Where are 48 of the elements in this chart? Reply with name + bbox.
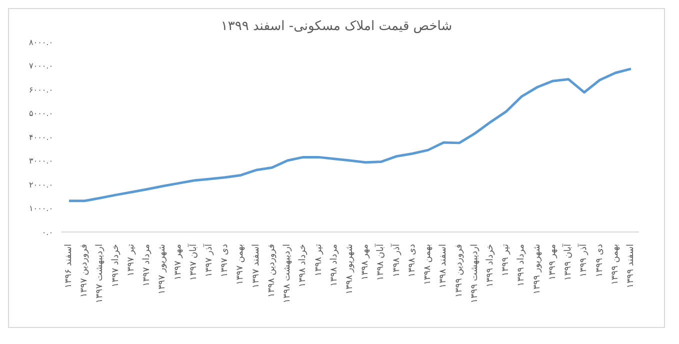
x-tick-label: فروردین ۱۳۹۹ [454,244,464,298]
x-tick-label: تیر ۱۳۹۸ [314,244,324,276]
x-tick-label: مهر ۱۳۹۸ [360,244,371,280]
x-tick-label: مرداد ۱۳۹۸ [329,244,340,287]
x-tick-label: مرداد ۱۳۹۹ [516,244,527,287]
x-tick-label: آذر ۱۳۹۸ [390,244,402,278]
x-tick-label: تیر ۱۳۹۷ [126,244,136,276]
y-tick-label: ۵۰۰۰.۰ [28,109,53,118]
chart-title: شاخص قیمت املاک مسکونی- اسفند ۱۳۹۹ [220,19,454,34]
x-tick-label: فروردین ۱۳۹۸ [266,244,277,298]
x-tick-label: تیر ۱۳۹۹ [501,244,512,276]
x-tick-label: آبان ۱۳۹۸ [374,244,386,281]
y-tick-label: ۰.۰ [42,228,53,237]
x-tick-label: شهریور ۱۳۹۷ [158,244,168,294]
x-tick-label: خرداد ۱۳۹۷ [110,244,121,288]
x-tick-label: اسفند ۱۳۹۶ [64,244,74,288]
x-tick-label: اردیبهشت ۱۳۹۹ [470,244,480,304]
x-tick-label: آبان ۱۳۹۷ [186,244,199,281]
x-tick-label: مرداد ۱۳۹۷ [142,244,152,287]
x-tick-label: بهمن ۱۳۹۸ [423,244,434,285]
x-tick-label: دی ۱۳۹۷ [220,244,230,278]
x-tick-label: آذر ۱۳۹۹ [577,244,590,278]
y-tick-label: ۷۰۰۰.۰ [28,62,53,71]
x-tick-label: خرداد ۱۳۹۹ [486,244,496,288]
x-tick-label: اسفند ۱۳۹۷ [251,244,262,288]
x-tick-label: خرداد ۱۳۹۸ [298,244,308,288]
x-tick-label: شهریور ۱۳۹۹ [532,244,542,294]
y-tick-label: ۶۰۰۰.۰ [28,85,53,94]
y-tick-label: ۸۰۰۰.۰ [28,38,53,47]
x-tick-label: اسفند ۱۳۹۸ [438,244,449,288]
x-tick-label: بهمن ۱۳۹۹ [610,244,620,285]
x-tick-label: اردیبهشت ۱۳۹۷ [95,244,106,304]
y-tick-label: ۲۰۰۰.۰ [28,180,53,190]
x-tick-label: مهر ۱۳۹۷ [173,244,184,280]
x-tick-label: مهر ۱۳۹۹ [548,244,558,280]
x-tick-label: آذر ۱۳۹۷ [202,244,214,278]
x-tick-label: شهریور ۱۳۹۸ [345,244,355,294]
x-tick-label: فروردین ۱۳۹۷ [80,244,90,298]
x-tick-label: دی ۱۳۹۸ [407,244,418,278]
y-tick-label: ۴۰۰۰.۰ [28,132,53,142]
x-tick-label: اسفند ۱۳۹۹ [626,244,636,288]
y-tick-label: ۱۰۰۰.۰ [28,204,53,214]
x-tick-label: دی ۱۳۹۹ [594,244,605,278]
line-series [68,68,632,202]
x-tick-label: آبان ۱۳۹۹ [562,244,574,281]
x-tick-label: اردیبهشت ۱۳۹۸ [282,244,293,304]
y-tick-label: ۳۰۰۰.۰ [28,156,53,166]
x-tick-label: بهمن ۱۳۹۷ [236,244,246,285]
